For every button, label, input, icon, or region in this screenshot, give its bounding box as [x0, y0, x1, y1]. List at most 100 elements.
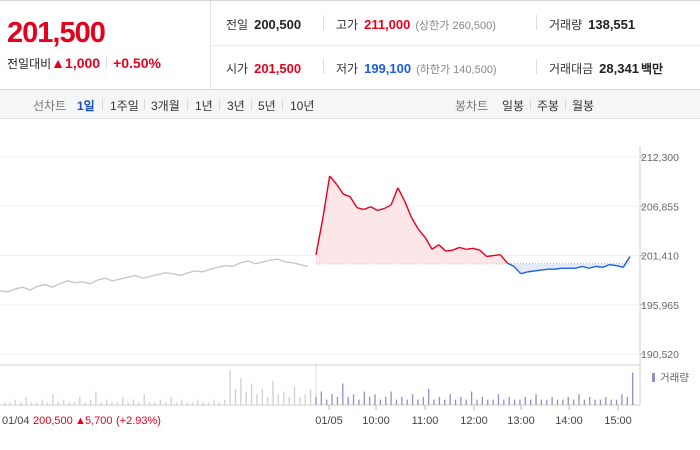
volume-bar	[84, 402, 86, 405]
today-series-segment	[609, 263, 617, 267]
volume-bar	[433, 399, 435, 405]
volume-bar	[272, 380, 274, 405]
today-series-segment	[466, 247, 474, 250]
volume-bar	[476, 399, 478, 405]
today-series-segment	[534, 269, 542, 272]
volume-bar	[127, 402, 129, 405]
x-tick-label: 13:00	[507, 415, 535, 427]
y-tick-label: 212,300	[641, 152, 679, 164]
volume-bar	[589, 396, 591, 405]
volume-bar	[615, 399, 618, 405]
prev-day-series-line	[0, 258, 309, 293]
prev-day-arrow-icon: ▲	[75, 415, 86, 427]
volume-bar	[213, 399, 215, 405]
candle-weekly[interactable]: 주봉	[537, 99, 560, 113]
volume-bar	[406, 399, 408, 405]
today-series-segment	[513, 265, 522, 275]
volume-bar	[417, 399, 419, 405]
volume-bar	[132, 399, 135, 405]
day-high: 고가 211,000 (상한가 260,500)	[336, 17, 496, 32]
x-tick-label: 14:00	[555, 415, 583, 427]
today-series-segment	[424, 237, 433, 250]
today-series-segment	[616, 264, 624, 269]
change-percent: +0.50%	[113, 55, 161, 71]
x-tick-label: 10:00	[362, 415, 390, 427]
stats-row-1: 전일 200,500 고가 211,000 (상한가 260,500) 거래량 138,…	[210, 1, 700, 46]
volume-bar	[197, 399, 199, 405]
today-series-segment	[459, 246, 467, 250]
today-series-segment	[438, 244, 447, 252]
quote-summary: 201,500 전일대비▲1,000 +0.50% 전일 200,500 고가 211…	[0, 0, 700, 90]
volume-bar	[293, 386, 296, 405]
volume-bar	[379, 399, 382, 405]
volume-bar	[240, 378, 242, 405]
volume-bar	[68, 402, 70, 405]
today-series-segment	[472, 247, 481, 251]
period-1d[interactable]: 1일	[77, 99, 95, 113]
today-series-segment	[541, 268, 549, 271]
period-3y[interactable]: 3년	[227, 99, 245, 113]
volume-bar	[165, 402, 167, 405]
period-5y[interactable]: 5년	[258, 99, 276, 113]
volume-bar	[234, 388, 237, 405]
today-series-segment	[370, 206, 378, 211]
today-series-segment	[431, 244, 440, 250]
volume-bar	[352, 394, 355, 405]
today-series-segment	[527, 270, 535, 273]
change-label: 전일대비	[7, 57, 52, 71]
volume-bar	[46, 402, 49, 405]
volume-bar	[572, 399, 575, 405]
y-tick-label: 195,965	[641, 300, 679, 312]
volume-bar	[20, 402, 22, 405]
up-arrow-icon: ▲	[51, 55, 66, 71]
period-1w[interactable]: 1주일	[110, 99, 139, 113]
volume-bar	[438, 396, 441, 405]
volume-bar	[111, 402, 113, 405]
volume-bar	[304, 394, 306, 405]
candle-monthly[interactable]: 월봉	[572, 99, 595, 113]
volume-bar	[57, 402, 59, 405]
volume-bar	[186, 402, 188, 405]
volume-bar	[41, 399, 43, 405]
volume: 거래량 138,551	[549, 17, 636, 32]
volume-bar	[492, 399, 494, 405]
volume-bar	[336, 396, 339, 405]
volume-bar	[626, 396, 628, 405]
volume-bar	[454, 399, 457, 405]
today-series-segment	[520, 271, 528, 275]
trade-amount: 거래대금 28,341 백만	[549, 61, 664, 76]
volume-bar	[36, 402, 38, 405]
volume-bar	[363, 391, 365, 405]
today-series-segment	[486, 254, 494, 258]
today-series-segment	[575, 265, 583, 269]
volume-bar	[320, 391, 322, 405]
volume-bar	[401, 396, 403, 405]
intraday-chart: 212,300 206,855 201,410 195,965 190,520 01/0…	[0, 146, 689, 427]
volume-bar	[261, 388, 263, 405]
volume-bar	[540, 399, 543, 405]
volume-bar	[385, 396, 387, 405]
volume-bar	[470, 391, 473, 405]
volume-bar	[52, 394, 54, 405]
volume-bar	[513, 399, 516, 405]
volume-bar	[497, 394, 500, 405]
today-series-segment	[452, 246, 460, 251]
period-10y[interactable]: 10년	[290, 99, 315, 113]
today-series-segment	[493, 253, 501, 257]
volume-bar	[449, 394, 451, 405]
volume-bar	[315, 396, 317, 405]
stats-row-2: 시가 201,500 저가 199,100 (하한가 140,500) 거래대금 28,…	[210, 45, 700, 89]
volume-bar	[14, 399, 17, 405]
volume-bar	[154, 402, 156, 405]
volume-bar	[610, 399, 612, 405]
volume-bar	[535, 394, 537, 405]
volume-bar	[562, 399, 564, 405]
candle-daily[interactable]: 일봉	[502, 99, 525, 113]
today-series-segment	[363, 206, 371, 211]
period-3m[interactable]: 3개월	[151, 99, 180, 113]
volume-bar	[288, 396, 290, 405]
volume-bar	[100, 402, 102, 405]
volume-bar	[594, 399, 596, 405]
period-1y[interactable]: 1년	[195, 99, 213, 113]
